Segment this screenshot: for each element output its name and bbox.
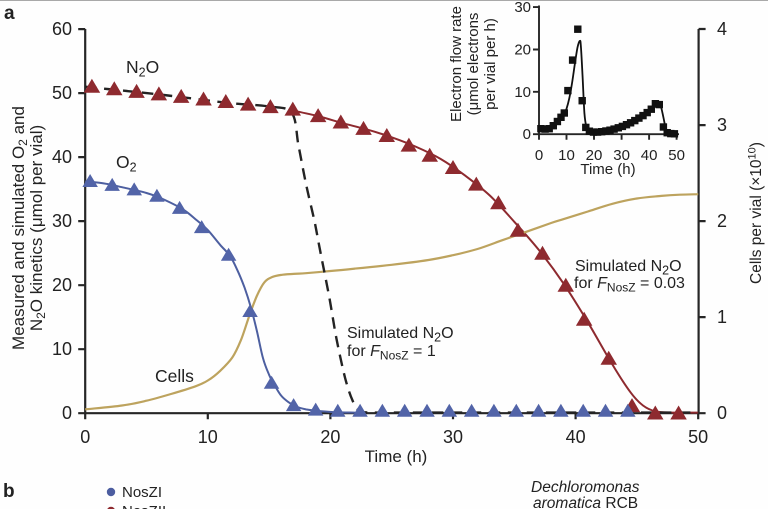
svg-text:2: 2 <box>717 211 727 231</box>
svg-text:30: 30 <box>613 147 630 164</box>
svg-text:N2O: N2O <box>126 57 159 80</box>
svg-text:20: 20 <box>52 275 72 295</box>
svg-text:0: 0 <box>535 147 543 164</box>
svg-text:20: 20 <box>514 42 531 59</box>
svg-text:10: 10 <box>514 84 531 101</box>
svg-text:0: 0 <box>523 126 531 143</box>
svg-text:3: 3 <box>717 115 727 135</box>
svg-text:4: 4 <box>717 19 727 39</box>
svg-text:Cells: Cells <box>155 366 194 386</box>
svg-text:30: 30 <box>52 211 72 231</box>
svg-text:10: 10 <box>558 147 575 164</box>
svg-text:0: 0 <box>62 403 72 423</box>
svg-text:Cells per vial (×1010): Cells per vial (×1010) <box>747 142 766 284</box>
svg-text:60: 60 <box>52 19 72 39</box>
svg-text:NosZI: NosZI <box>122 484 162 501</box>
svg-text:Time (h): Time (h) <box>580 161 635 178</box>
svg-text:30: 30 <box>443 427 463 447</box>
svg-text:Electron flow rate: Electron flow rate <box>448 6 465 122</box>
svg-text:Dechloromonas: Dechloromonas <box>531 479 640 496</box>
svg-text:Simulated N2O: Simulated N2O <box>575 258 682 278</box>
svg-text:50: 50 <box>668 147 685 164</box>
svg-text:for FNosZ = 0.03: for FNosZ = 0.03 <box>574 275 685 295</box>
svg-text:40: 40 <box>641 147 658 164</box>
svg-text:(μmol electrons: (μmol electrons <box>465 13 482 116</box>
svg-text:Time (h): Time (h) <box>365 447 428 466</box>
svg-text:NosZII: NosZII <box>122 503 166 509</box>
svg-text:50: 50 <box>688 427 708 447</box>
svg-text:20: 20 <box>320 427 340 447</box>
svg-text:Simulated N2O: Simulated N2O <box>347 325 454 345</box>
svg-text:b: b <box>3 481 15 502</box>
svg-text:20: 20 <box>586 147 603 164</box>
svg-text:N2O kinetics (μmol per vial): N2O kinetics (μmol per vial) <box>27 125 48 331</box>
svg-text:for FNosZ = 1: for FNosZ = 1 <box>347 343 436 363</box>
svg-text:30: 30 <box>514 0 531 16</box>
svg-text:1: 1 <box>717 307 727 327</box>
svg-text:50: 50 <box>52 83 72 103</box>
svg-text:10: 10 <box>198 427 218 447</box>
svg-text:40: 40 <box>566 427 586 447</box>
svg-text:0: 0 <box>80 427 90 447</box>
svg-text:per vial per h): per vial per h) <box>482 18 499 110</box>
svg-text:a: a <box>4 3 15 24</box>
svg-text:10: 10 <box>52 339 72 359</box>
svg-text:aromatica RCB: aromatica RCB <box>533 495 638 509</box>
svg-text:Measured and simulated O2 and: Measured and simulated O2 and <box>9 106 30 350</box>
svg-text:0: 0 <box>717 403 727 423</box>
svg-text:40: 40 <box>52 147 72 167</box>
